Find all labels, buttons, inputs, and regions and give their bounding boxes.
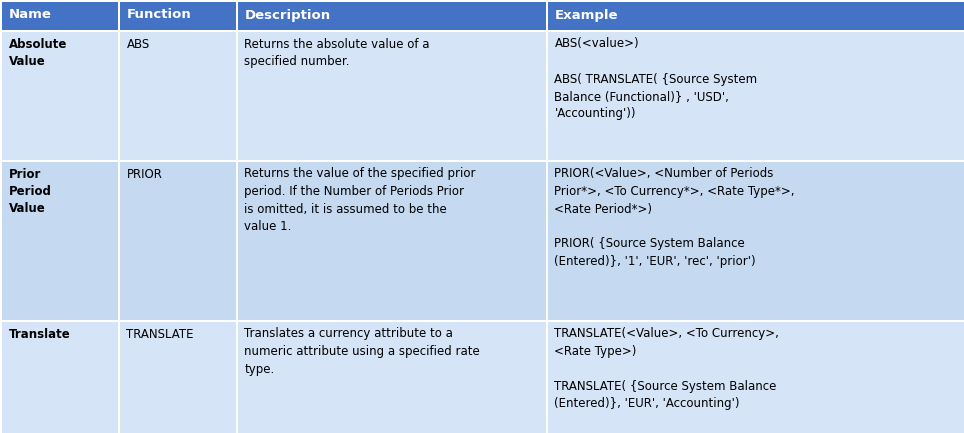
Text: Description: Description [245, 9, 331, 22]
Bar [120, 1, 236, 30]
Bar [2, 32, 118, 160]
Text: Returns the absolute value of a
specified number.: Returns the absolute value of a specifie… [245, 38, 430, 68]
Bar [548, 32, 964, 160]
Text: Function: Function [126, 9, 191, 22]
Bar [548, 321, 964, 433]
Text: Example: Example [554, 9, 618, 22]
Bar [548, 1, 964, 30]
Text: TRANSLATE(<Value>, <To Currency>,
<Rate Type>)

TRANSLATE( {Source System Balanc: TRANSLATE(<Value>, <To Currency>, <Rate … [554, 327, 779, 410]
Text: PRIOR(<Value>, <Number of Periods
Prior*>, <To Currency*>, <Rate Type*>,
<Rate P: PRIOR(<Value>, <Number of Periods Prior*… [554, 168, 795, 268]
Bar [2, 162, 118, 320]
Bar [237, 162, 546, 320]
Bar [237, 321, 546, 433]
Text: ABS: ABS [126, 38, 149, 51]
Text: Prior
Period
Value: Prior Period Value [9, 168, 51, 216]
Text: Name: Name [9, 9, 51, 22]
Bar [120, 162, 236, 320]
Bar [2, 1, 118, 30]
Text: Absolute
Value: Absolute Value [9, 38, 67, 68]
Text: TRANSLATE: TRANSLATE [126, 327, 194, 340]
Text: ABS(<value>)

ABS( TRANSLATE( {Source System
Balance (Functional)} , 'USD',
'Acc: ABS(<value>) ABS( TRANSLATE( {Source Sys… [554, 38, 758, 120]
Bar [237, 32, 546, 160]
Text: Returns the value of the specified prior
period. If the Number of Periods Prior
: Returns the value of the specified prior… [245, 168, 476, 233]
Text: Translates a currency attribute to a
numeric attribute using a specified rate
ty: Translates a currency attribute to a num… [245, 327, 480, 375]
Bar [548, 162, 964, 320]
Text: Translate: Translate [9, 327, 70, 340]
Text: PRIOR: PRIOR [126, 168, 162, 181]
Bar [120, 32, 236, 160]
Bar [120, 321, 236, 433]
Bar [237, 1, 546, 30]
Bar [2, 321, 118, 433]
